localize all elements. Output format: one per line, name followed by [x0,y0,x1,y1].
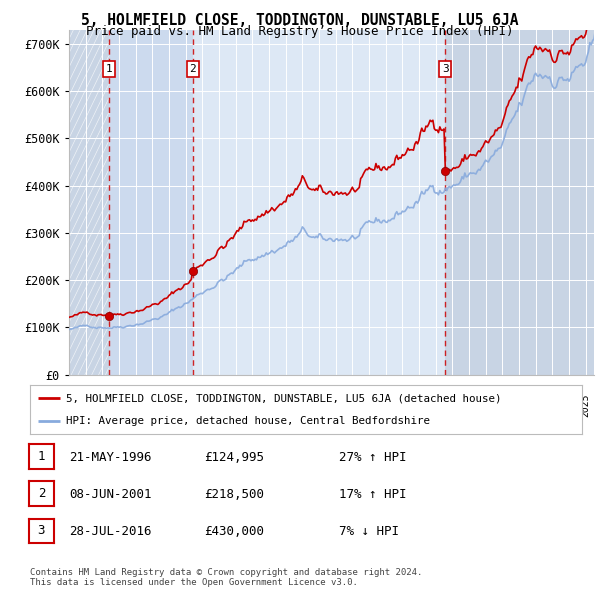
Bar [445,30,594,375]
Bar [109,30,193,375]
Text: 1994: 1994 [64,394,74,417]
Text: 2002: 2002 [197,394,208,417]
Text: 2020: 2020 [497,394,508,417]
Text: 1: 1 [105,64,112,74]
Text: 2: 2 [190,64,196,74]
Text: HPI: Average price, detached house, Central Bedfordshire: HPI: Average price, detached house, Cent… [66,415,430,425]
Text: 17% ↑ HPI: 17% ↑ HPI [339,488,407,501]
Text: Contains HM Land Registry data © Crown copyright and database right 2024.
This d: Contains HM Land Registry data © Crown c… [30,568,422,587]
Text: 21-MAY-1996: 21-MAY-1996 [69,451,151,464]
Text: 2007: 2007 [281,394,290,417]
Text: 2022: 2022 [530,394,541,417]
Text: 2001: 2001 [181,394,191,417]
Text: 2011: 2011 [347,394,358,417]
Text: £430,000: £430,000 [204,525,264,538]
Text: 5, HOLMFIELD CLOSE, TODDINGTON, DUNSTABLE, LU5 6JA (detached house): 5, HOLMFIELD CLOSE, TODDINGTON, DUNSTABL… [66,394,502,404]
Text: 2006: 2006 [264,394,274,417]
Text: 5, HOLMFIELD CLOSE, TODDINGTON, DUNSTABLE, LU5 6JA: 5, HOLMFIELD CLOSE, TODDINGTON, DUNSTABL… [81,13,519,28]
Text: 27% ↑ HPI: 27% ↑ HPI [339,451,407,464]
Text: 2016: 2016 [431,394,440,417]
Text: 1998: 1998 [131,394,140,417]
Text: 2024: 2024 [564,394,574,417]
Bar [69,30,109,375]
Text: 2025: 2025 [581,394,590,417]
Text: 1996: 1996 [97,394,107,417]
Text: 2009: 2009 [314,394,324,417]
Text: 2023: 2023 [547,394,557,417]
Text: 1: 1 [38,450,45,463]
Text: 3: 3 [38,525,45,537]
Text: 3: 3 [442,64,449,74]
Text: £218,500: £218,500 [204,488,264,501]
Text: 2: 2 [38,487,45,500]
Text: 1999: 1999 [148,394,157,417]
Text: 2018: 2018 [464,394,474,417]
Text: 2005: 2005 [247,394,257,417]
Text: 7% ↓ HPI: 7% ↓ HPI [339,525,399,538]
Text: 2008: 2008 [298,394,307,417]
Text: 1995: 1995 [80,394,91,417]
Text: 2012: 2012 [364,394,374,417]
Text: 2004: 2004 [230,394,241,417]
Text: 2017: 2017 [448,394,457,417]
Text: 28-JUL-2016: 28-JUL-2016 [69,525,151,538]
Text: 1997: 1997 [114,394,124,417]
Text: 2010: 2010 [331,394,341,417]
Text: £124,995: £124,995 [204,451,264,464]
Text: 2013: 2013 [380,394,391,417]
Text: 2000: 2000 [164,394,174,417]
Text: 2014: 2014 [397,394,407,417]
Text: 2015: 2015 [414,394,424,417]
Text: 08-JUN-2001: 08-JUN-2001 [69,488,151,501]
Text: 2003: 2003 [214,394,224,417]
Text: Price paid vs. HM Land Registry’s House Price Index (HPI): Price paid vs. HM Land Registry’s House … [86,25,514,38]
Text: 2019: 2019 [481,394,491,417]
Text: 2021: 2021 [514,394,524,417]
